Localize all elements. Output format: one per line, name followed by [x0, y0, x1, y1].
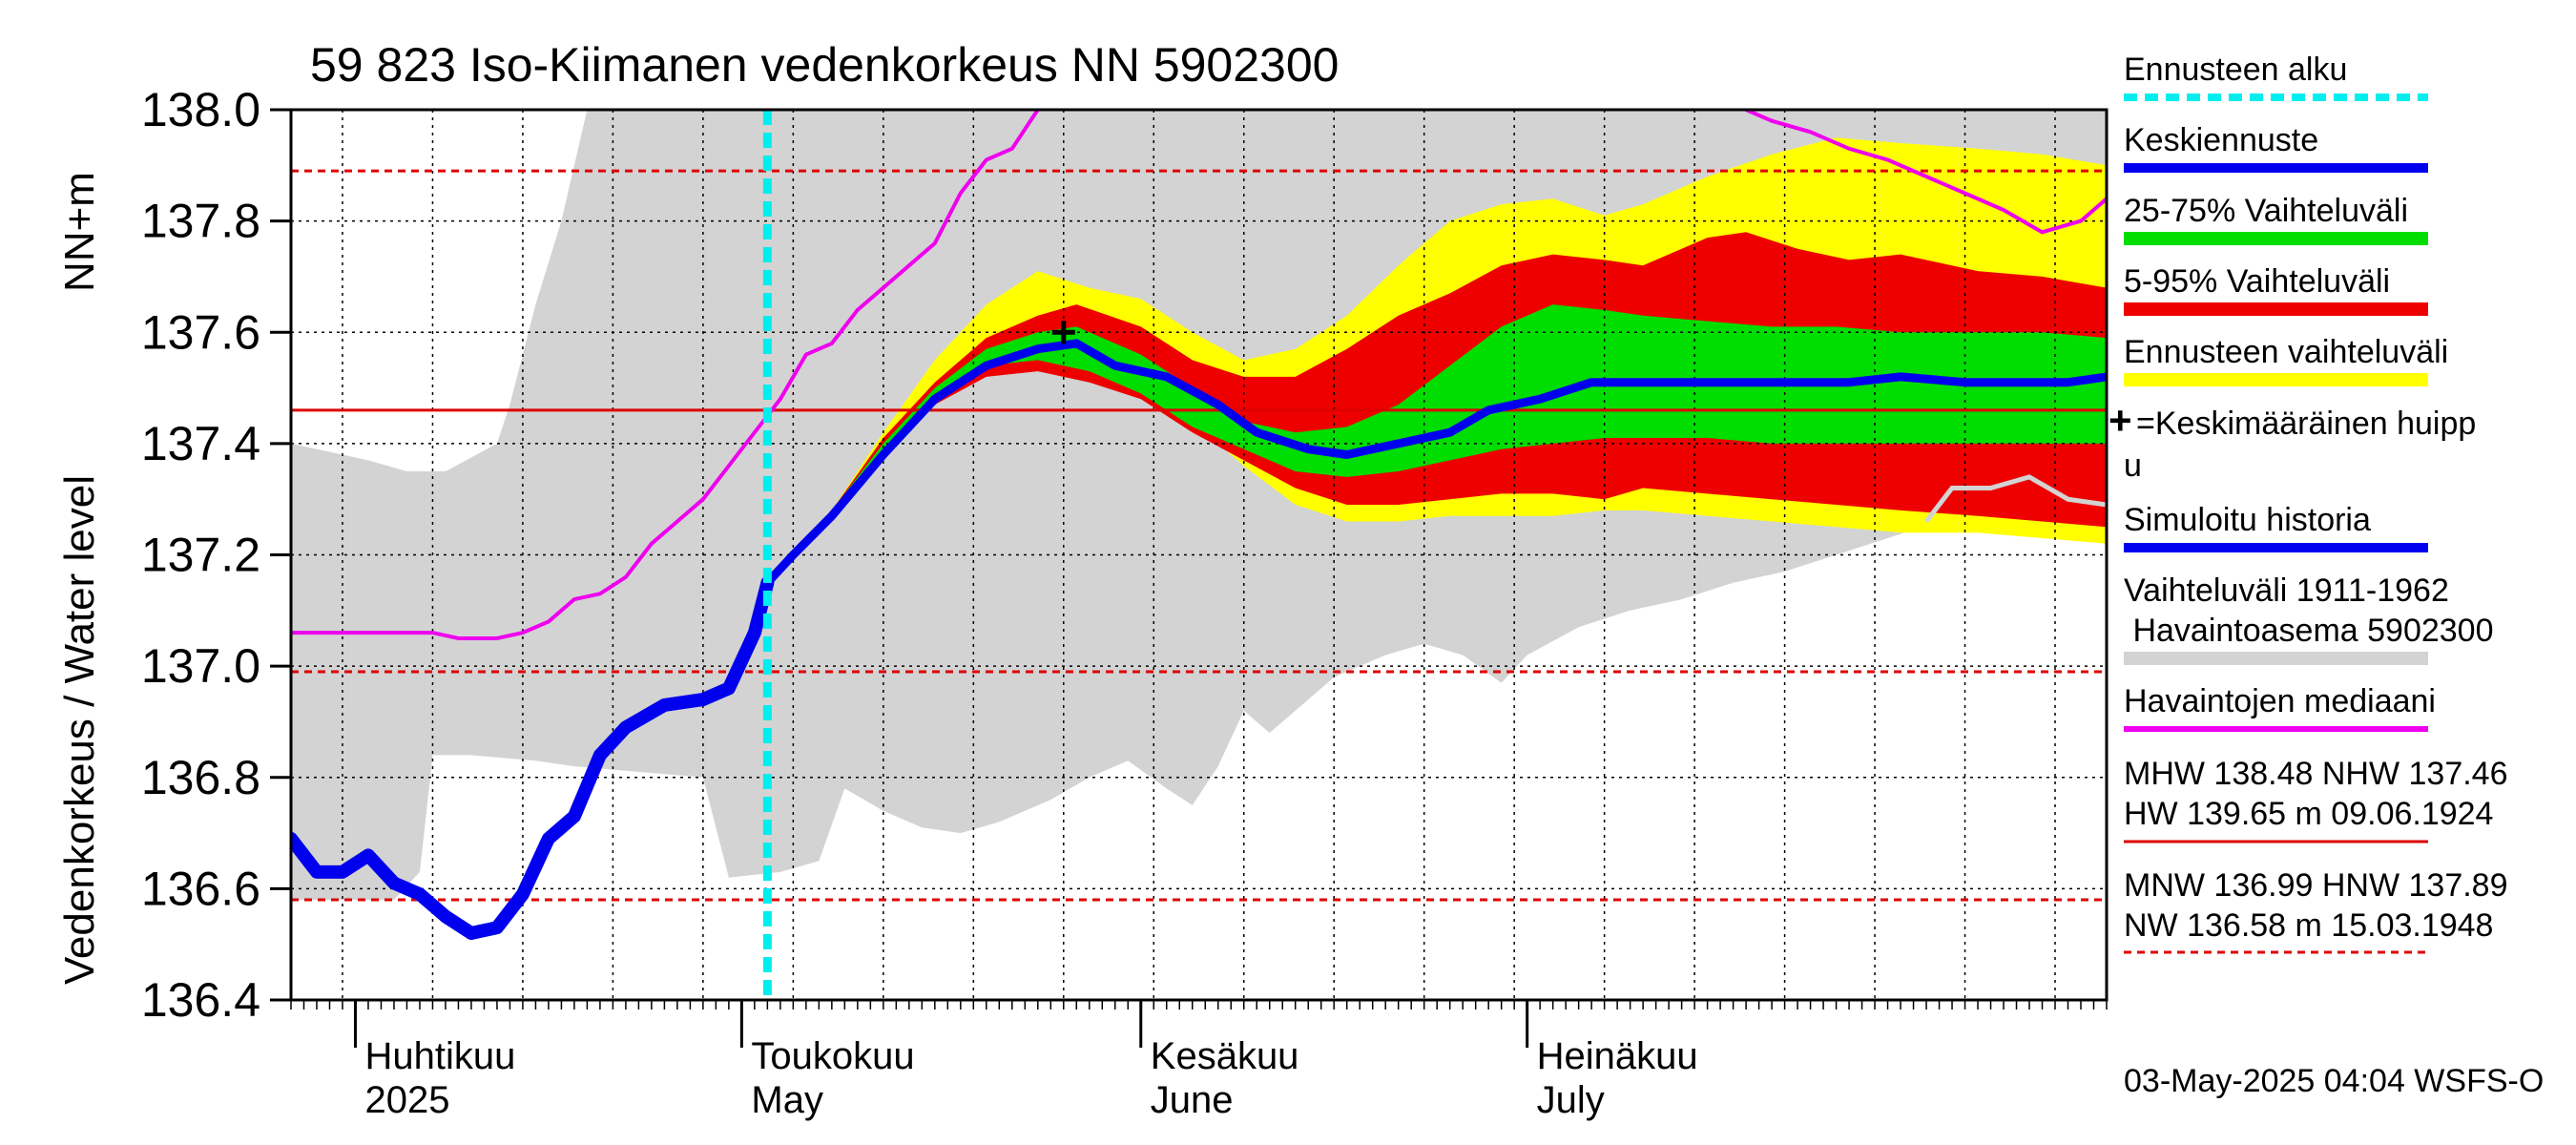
y-tick-label: 138.0: [141, 83, 260, 136]
footer-timestamp: 03-May-2025 04:04 WSFS-O: [2124, 1063, 2544, 1099]
stats-high-line1: MHW 138.48 NHW 137.46: [2124, 756, 2508, 792]
x-month-label-en: June: [1151, 1079, 1234, 1121]
axes: 136.4 136.6 136.8 137.0 137.2 137.4 137.6 137.8…: [141, 83, 2109, 1121]
simulated-history-line: [291, 575, 775, 940]
legend-label-25-75: 25-75% Vaihteluväli: [2124, 193, 2408, 229]
legend-label-forecast-start: Ennusteen alku: [2124, 52, 2347, 88]
y-tick-label: 136.6: [141, 862, 260, 915]
y-tick-label: 137.0: [141, 639, 260, 693]
x-month-label-fi: Huhtikuu: [364, 1035, 515, 1077]
y-axis-unit: NN+m: [56, 172, 103, 292]
x-month-label-fi: Heinäkuu: [1537, 1035, 1698, 1077]
observed-median-line: [291, 110, 1040, 640]
x-month-label-fi: Toukokuu: [751, 1035, 914, 1077]
station-observed-line: [1924, 474, 2107, 524]
legend-label-simulated-history: Simuloitu historia: [2124, 502, 2371, 538]
legend-label-mean-peak: =Keskimääräinen huipp: [2136, 406, 2476, 442]
legend-label-station: Havaintoasema 5902300: [2124, 613, 2494, 649]
legend-plus-icon: +: [2109, 398, 2132, 443]
series-lines: [291, 110, 2107, 1000]
mean-peak-marker: [1051, 321, 1075, 344]
legend-label-historical-range: Vaihteluväli 1911-1962: [2124, 572, 2449, 609]
legend-label-5-95: 5-95% Vaihteluväli: [2124, 263, 2390, 300]
x-month-label-en: 2025: [364, 1079, 449, 1121]
reference-lines: [291, 169, 2107, 902]
y-tick-label: 137.6: [141, 305, 260, 359]
legend-label-forecast-range: Ennusteen vaihteluväli: [2124, 334, 2448, 370]
y-tick-label: 137.4: [141, 417, 260, 470]
y-tick-label: 136.4: [141, 973, 260, 1027]
legend-label-mean-peak-cont: u: [2124, 448, 2142, 484]
y-tick-label: 137.8: [141, 195, 260, 248]
y-tick-label: 136.8: [141, 751, 260, 804]
stats-low-line1: MNW 136.99 HNW 137.89: [2124, 867, 2508, 904]
chart-title: 59 823 Iso-Kiimanen vedenkorkeus NN 5902…: [310, 38, 1339, 92]
mean-forecast-line: [764, 339, 2107, 586]
y-axis-label: Vedenkorkeus / Water level: [56, 475, 103, 985]
legend-label-mean-forecast: Keskiennuste: [2124, 122, 2318, 158]
stats-high-line2: HW 139.65 m 09.06.1924: [2124, 796, 2493, 832]
y-tick-label: 137.2: [141, 529, 260, 582]
legend: Ennusteen alku Keskiennuste 25-75% Vaiht…: [2109, 52, 2544, 1099]
x-month-label-en: May: [751, 1079, 823, 1121]
stats-low-line2: NW 136.58 m 15.03.1948: [2124, 907, 2493, 944]
observed-median-line-late: [1745, 110, 2107, 235]
x-month-label-en: July: [1537, 1079, 1605, 1121]
legend-label-observed-median: Havaintojen mediaani: [2124, 683, 2436, 719]
forecast-bands: [291, 110, 2107, 900]
x-month-label-fi: Kesäkuu: [1151, 1035, 1299, 1077]
